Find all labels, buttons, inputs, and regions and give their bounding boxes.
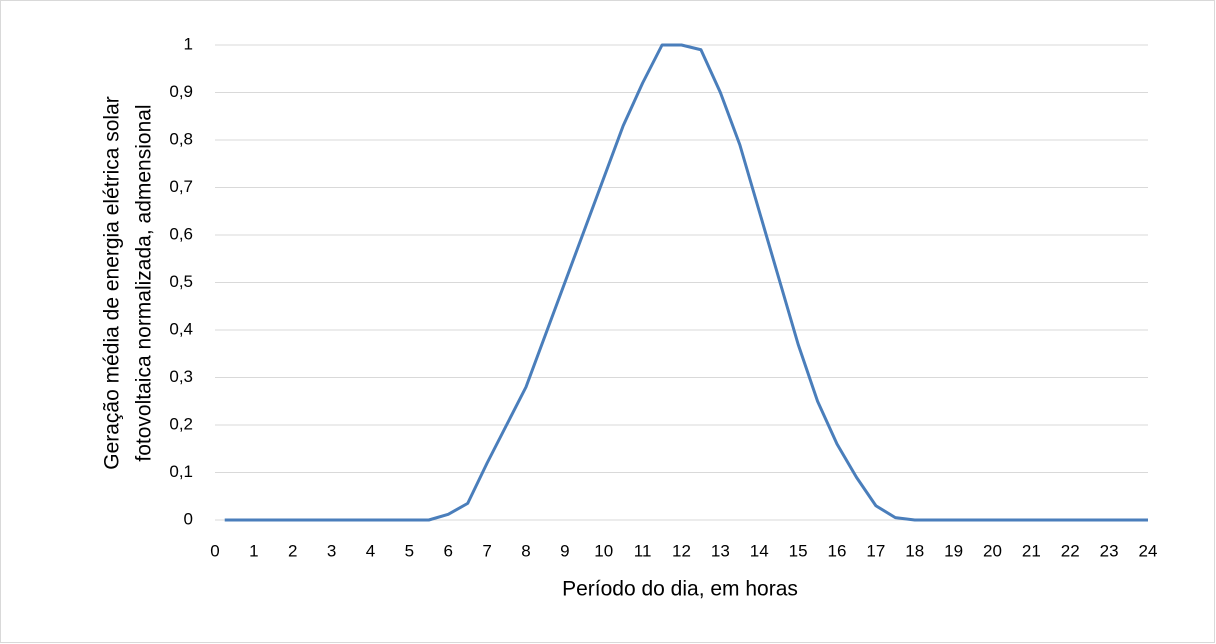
y-tick-label: 0,6 — [169, 224, 193, 243]
x-tick-label: 4 — [366, 541, 375, 560]
y-tick-label: 0,4 — [169, 319, 193, 338]
x-tick-label: 23 — [1100, 541, 1119, 560]
x-tick-label: 8 — [521, 541, 530, 560]
y-tick-label: 0,2 — [169, 414, 193, 433]
x-axis-title: Período do dia, em horas — [562, 578, 798, 601]
y-tick-label: 0,8 — [169, 129, 193, 148]
x-tick-label: 10 — [594, 541, 613, 560]
x-tick-label: 0 — [210, 541, 219, 560]
y-tick-label: 0,7 — [169, 177, 193, 196]
x-tick-label: 5 — [405, 541, 414, 560]
x-tick-label: 9 — [560, 541, 569, 560]
data-line — [224, 43, 1148, 522]
x-tick-label: 16 — [828, 541, 847, 560]
x-tick-label: 13 — [711, 541, 730, 560]
x-tick-label: 7 — [482, 541, 491, 560]
y-tick-label: 0,1 — [169, 462, 193, 481]
y-tick-label: 0,9 — [169, 82, 193, 101]
x-tick-label: 15 — [789, 541, 808, 560]
y-axis-title: fotovoltaica normalizada, admensional — [133, 104, 156, 461]
x-tick-label: 3 — [327, 541, 336, 560]
x-tick-label: 12 — [672, 541, 691, 560]
x-tick-label: 19 — [944, 541, 963, 560]
x-tick-label: 6 — [444, 541, 453, 560]
y-tick-label: 0,5 — [169, 272, 193, 291]
x-tick-label: 17 — [866, 541, 885, 560]
x-tick-label: 14 — [750, 541, 769, 560]
y-tick-label: 0,3 — [169, 367, 193, 386]
x-tick-label: 24 — [1139, 541, 1158, 560]
y-tick-label: 0 — [184, 509, 193, 528]
x-tick-label: 2 — [288, 541, 297, 560]
x-tick-label: 21 — [1022, 541, 1041, 560]
y-axis-title: Geração média de energia elétrica solar — [101, 96, 124, 470]
x-tick-label: 11 — [634, 541, 652, 560]
x-tick-label: 1 — [249, 541, 258, 560]
y-tick-label: 1 — [184, 34, 193, 53]
x-tick-label: 20 — [983, 541, 1002, 560]
x-tick-label: 22 — [1061, 541, 1080, 560]
x-tick-label: 18 — [905, 541, 924, 560]
